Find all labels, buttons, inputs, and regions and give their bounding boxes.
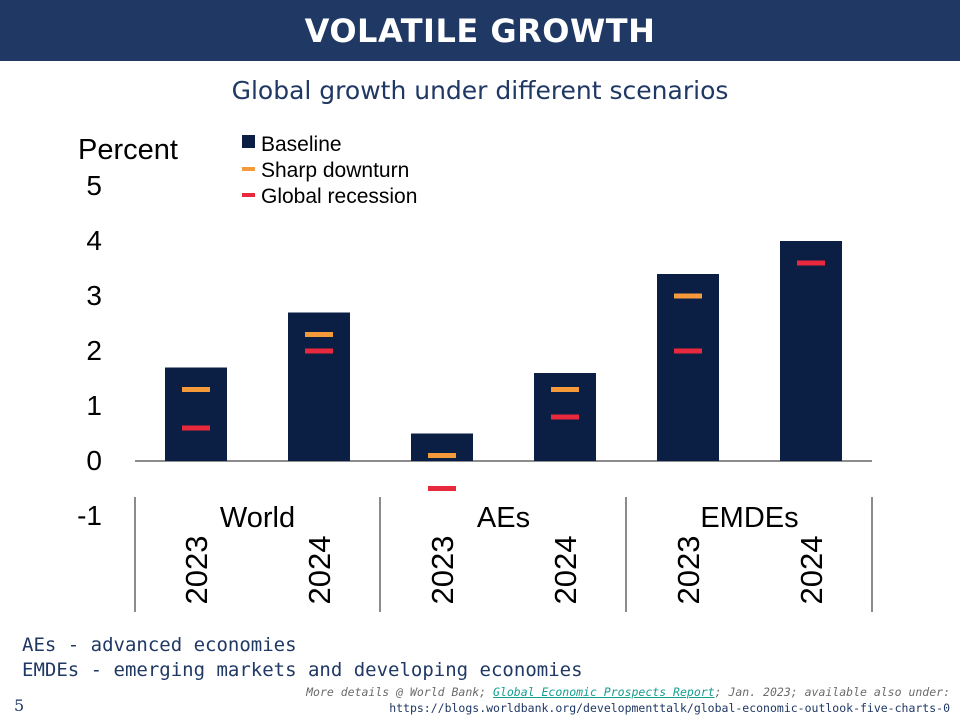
group-label: EMDEs — [700, 502, 798, 534]
marker-global-recession — [674, 348, 702, 354]
y-axis-label: Percent — [78, 134, 178, 166]
marker-sharp-downturn — [551, 387, 579, 392]
marker-global-recession — [428, 486, 456, 491]
y-tick-label: 0 — [86, 445, 102, 476]
source-citation: More details @ World Bank; Global Econom… — [250, 684, 950, 716]
y-tick-label: 1 — [86, 390, 102, 421]
marker-global-recession — [182, 425, 210, 431]
y-tick-label: 3 — [86, 280, 102, 311]
note-aes: AEs - advanced economies — [22, 634, 297, 656]
x-tick-label: 2024 — [302, 536, 337, 605]
legend-swatch-baseline — [242, 135, 255, 148]
legend-label: Sharp downturn — [261, 159, 409, 182]
marker-sharp-downturn — [182, 387, 210, 392]
marker-sharp-downturn — [674, 293, 702, 299]
x-tick-label: 2023 — [179, 536, 214, 605]
bar-baseline — [657, 274, 719, 461]
legend-swatch-global-recession — [242, 193, 255, 197]
slide-title: VOLATILE GROWTH — [304, 11, 656, 50]
legend-label: Baseline — [261, 133, 342, 156]
page-number: 5 — [14, 696, 25, 715]
group-label: World — [220, 502, 295, 534]
group-label: AEs — [477, 502, 530, 534]
legend-swatch-sharp-downturn — [242, 167, 255, 171]
source-prefix: More details @ World Bank; — [306, 685, 494, 699]
bar-baseline — [165, 367, 227, 461]
source-url[interactable]: https://blogs.worldbank.org/developmentt… — [389, 701, 950, 715]
marker-sharp-downturn — [305, 332, 333, 337]
x-tick-label: 2024 — [794, 536, 829, 605]
legend-label: Global recession — [261, 185, 417, 208]
y-tick-label: 5 — [86, 170, 102, 201]
source-suffix: ; Jan. 2023; available also under: — [714, 685, 950, 699]
slide-header: VOLATILE GROWTH — [0, 0, 960, 61]
note-emdes: EMDEs - emerging markets and developing … — [22, 659, 583, 681]
marker-global-recession — [305, 348, 333, 354]
x-tick-label: 2023 — [425, 536, 460, 605]
source-report-link[interactable]: Global Economic Prospects Report — [493, 685, 715, 699]
marker-sharp-downturn — [428, 453, 456, 458]
bar-baseline — [780, 241, 842, 461]
marker-global-recession — [797, 260, 825, 266]
bar-baseline — [288, 312, 350, 461]
abbreviation-notes: AEs - advanced economies EMDEs - emergin… — [22, 633, 583, 683]
y-tick-label: 4 — [86, 225, 102, 256]
y-tick-label: -1 — [77, 500, 102, 531]
x-tick-label: 2024 — [548, 536, 583, 605]
marker-global-recession — [551, 414, 579, 420]
chart-title: Global growth under different scenarios — [231, 76, 729, 105]
y-tick-label: 2 — [86, 335, 102, 366]
x-tick-label: 2023 — [671, 536, 706, 605]
